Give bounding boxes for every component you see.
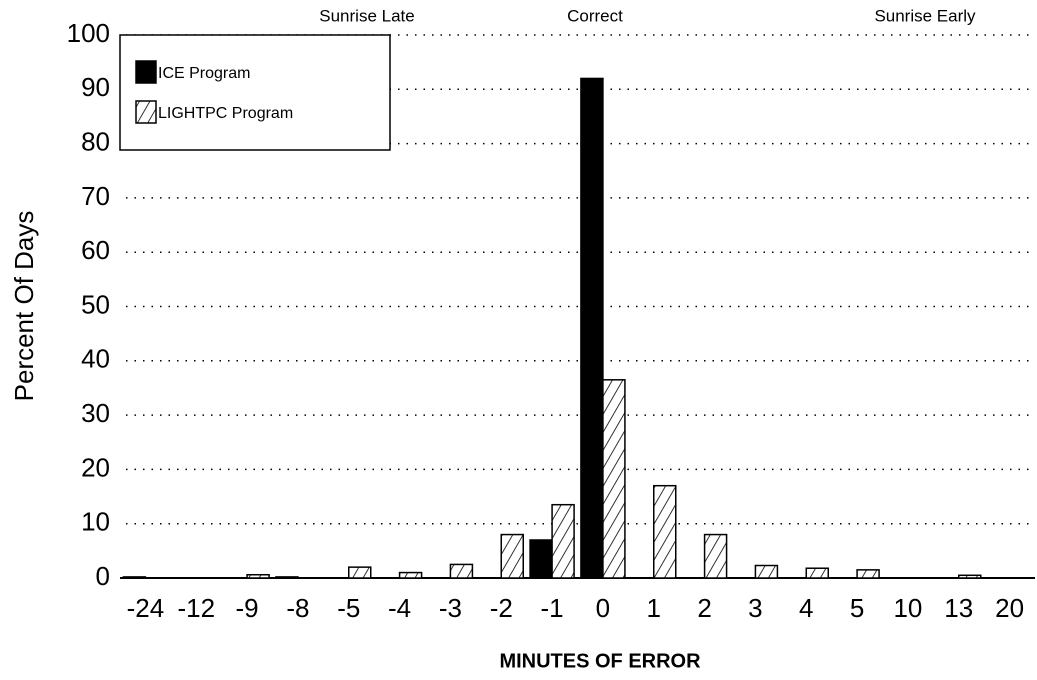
annotation: Sunrise Early [874,6,976,25]
y-tick-label: 0 [96,561,110,591]
bar [653,484,677,579]
bar [449,563,474,579]
bar [703,533,728,579]
bar [551,503,575,579]
legend-label: ICE Program [158,65,250,82]
x-tick-label: -3 [439,593,462,623]
annotation: Correct [567,6,623,25]
y-tick-label: 70 [81,181,110,211]
legend-swatch [135,60,157,84]
bar [275,576,299,579]
y-tick-label: 30 [81,398,110,428]
x-tick-label: 2 [697,593,711,623]
y-tick-label: 80 [81,126,110,156]
x-tick-label: -4 [388,593,411,623]
y-axis-label: Percent Of Days [9,211,39,402]
y-tick-label: 50 [81,289,110,319]
y-tick-label: 20 [81,452,110,482]
x-tick-label: 0 [596,593,610,623]
y-tick-label: 100 [67,18,110,48]
y-tick-label: 90 [81,72,110,102]
bar [805,567,829,579]
legend-swatch [135,100,157,124]
y-tick-label: 60 [81,235,110,265]
bar [856,569,880,579]
bar [602,379,626,579]
bar [754,564,779,579]
bar [122,576,147,579]
x-tick-label: -9 [236,593,259,623]
x-tick-label: 3 [748,593,762,623]
bar [580,77,604,579]
x-tick-label: 10 [893,593,922,623]
bar [398,571,423,579]
bar [348,566,372,579]
annotation: Sunrise Late [319,6,414,25]
x-tick-label: -24 [127,593,165,623]
legend-box [119,34,391,151]
x-axis-label: MINUTES OF ERROR [499,650,701,672]
x-tick-label: -2 [490,593,513,623]
x-tick-label: 4 [799,593,813,623]
x-tick-label: -1 [541,593,564,623]
x-tick-label: 1 [647,593,661,623]
x-tick-label: 20 [995,593,1024,623]
x-tick-label: -5 [337,593,360,623]
y-tick-label: 10 [81,507,110,537]
bar [246,573,270,579]
x-tick-label: -12 [177,593,215,623]
legend-label: LIGHTPC Program [158,105,293,122]
x-tick-label: -8 [286,593,309,623]
bar [500,533,524,579]
x-tick-label: 5 [850,593,864,623]
y-tick-label: 40 [81,344,110,374]
x-tick-label: 13 [944,593,973,623]
bar [958,574,982,579]
bar [529,539,553,579]
